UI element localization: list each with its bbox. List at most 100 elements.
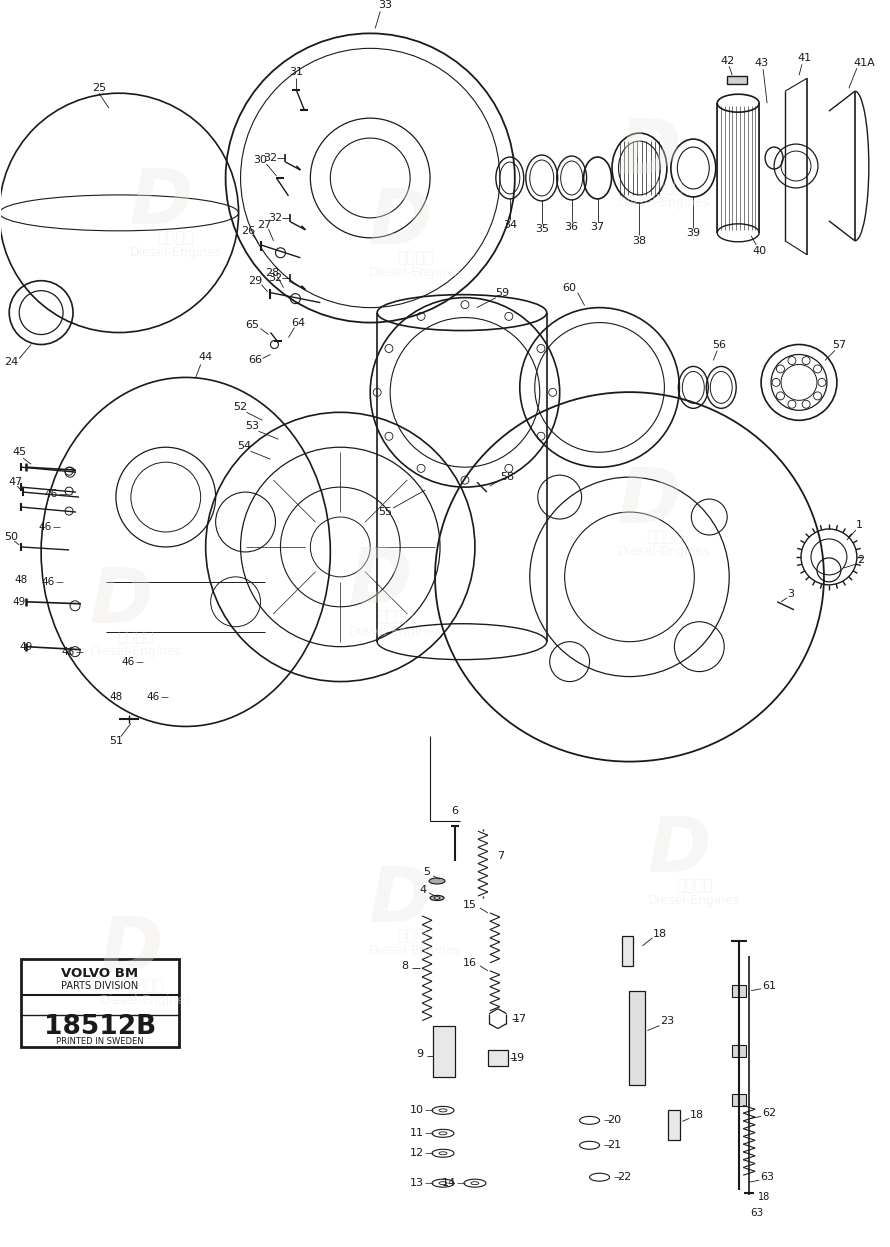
- Text: 46: 46: [61, 647, 75, 657]
- Text: 46: 46: [42, 577, 54, 587]
- Text: 紫发动力: 紫发动力: [646, 530, 683, 545]
- Text: D: D: [89, 565, 152, 638]
- Bar: [488, 1050, 508, 1065]
- Text: 26: 26: [241, 226, 255, 236]
- Text: Diesel-Engines: Diesel-Engines: [368, 266, 461, 279]
- Text: 55: 55: [378, 508, 392, 518]
- Text: 13: 13: [410, 1178, 424, 1188]
- Text: D: D: [618, 116, 681, 190]
- Text: 5: 5: [424, 867, 431, 877]
- Text: D: D: [618, 465, 681, 539]
- Text: D: D: [368, 864, 432, 938]
- Ellipse shape: [430, 895, 444, 900]
- Text: 49: 49: [20, 642, 33, 652]
- Ellipse shape: [434, 897, 440, 899]
- Bar: [629, 990, 645, 1085]
- Text: 18512B: 18512B: [44, 1014, 156, 1040]
- Text: 46: 46: [146, 692, 159, 702]
- Text: 7: 7: [498, 852, 505, 862]
- Text: 18: 18: [652, 929, 667, 939]
- Text: 42: 42: [720, 56, 734, 66]
- Text: 紫发动力: 紫发动力: [397, 928, 433, 944]
- Text: 2: 2: [857, 555, 864, 565]
- Text: D: D: [349, 545, 412, 619]
- Text: 57: 57: [832, 339, 846, 349]
- Text: 37: 37: [590, 222, 604, 232]
- Text: 22: 22: [618, 1172, 632, 1182]
- Text: 29: 29: [248, 276, 263, 286]
- Ellipse shape: [439, 1109, 447, 1112]
- Text: 30: 30: [254, 155, 268, 165]
- Text: 53: 53: [246, 421, 260, 431]
- Text: D: D: [368, 186, 432, 259]
- Text: 66: 66: [248, 355, 263, 365]
- Text: Diesel-Engines: Diesel-Engines: [130, 246, 222, 259]
- Text: 63: 63: [750, 1208, 764, 1218]
- Text: 41: 41: [798, 54, 812, 64]
- Text: 23: 23: [660, 1015, 675, 1025]
- Text: 紫发动力: 紫发动力: [397, 251, 433, 266]
- Text: D: D: [129, 166, 192, 239]
- Text: 52: 52: [233, 403, 247, 413]
- Text: 62: 62: [762, 1109, 776, 1119]
- Text: 46: 46: [121, 657, 134, 667]
- Text: 17: 17: [513, 1014, 527, 1024]
- Text: 10: 10: [410, 1105, 424, 1115]
- Text: 61: 61: [762, 980, 776, 990]
- Text: 43: 43: [754, 59, 768, 69]
- Text: 40: 40: [752, 246, 766, 256]
- Text: 47: 47: [8, 478, 22, 488]
- Text: 64: 64: [291, 318, 305, 328]
- Text: 紫发动力: 紫发动力: [376, 610, 413, 625]
- Text: 11: 11: [410, 1129, 424, 1139]
- Text: 32: 32: [269, 273, 282, 283]
- Text: Diesel-Engines: Diesel-Engines: [619, 545, 710, 559]
- Text: 27: 27: [257, 219, 271, 229]
- Text: 4: 4: [419, 885, 426, 895]
- Text: 紫发动力: 紫发动力: [676, 878, 713, 894]
- Text: 12: 12: [410, 1148, 425, 1158]
- Text: Diesel-Engines: Diesel-Engines: [619, 197, 710, 209]
- Text: 51: 51: [109, 737, 123, 747]
- Text: Diesel-Engines: Diesel-Engines: [648, 894, 740, 908]
- Text: 25: 25: [92, 84, 106, 94]
- Text: 21: 21: [608, 1140, 621, 1150]
- Text: Diesel-Engines: Diesel-Engines: [368, 944, 461, 958]
- Text: 24: 24: [4, 358, 19, 368]
- Text: 60: 60: [562, 283, 577, 293]
- Text: 48: 48: [14, 575, 28, 585]
- Text: 36: 36: [564, 222, 578, 232]
- Text: 18: 18: [691, 1110, 704, 1120]
- Text: 35: 35: [535, 223, 549, 234]
- Text: 32: 32: [263, 153, 278, 163]
- Text: 56: 56: [712, 339, 726, 349]
- Text: Diesel-Engines: Diesel-Engines: [90, 645, 182, 658]
- Text: 3: 3: [788, 589, 795, 599]
- Ellipse shape: [429, 878, 445, 884]
- Text: D: D: [99, 914, 163, 988]
- Bar: [732, 1045, 746, 1056]
- Text: 8: 8: [401, 960, 409, 970]
- Text: 9: 9: [417, 1049, 424, 1059]
- Text: PARTS DIVISION: PARTS DIVISION: [61, 980, 139, 990]
- Text: 41A: 41A: [853, 59, 875, 69]
- Text: 1: 1: [855, 520, 862, 530]
- Text: Diesel-Engines: Diesel-Engines: [349, 625, 441, 638]
- Text: 44: 44: [198, 353, 213, 363]
- Text: 6: 6: [451, 807, 458, 817]
- Text: 19: 19: [511, 1052, 525, 1062]
- Text: 59: 59: [495, 288, 509, 298]
- Text: 16: 16: [463, 958, 477, 968]
- Text: 32: 32: [269, 213, 282, 223]
- Text: 50: 50: [4, 532, 18, 542]
- Text: 20: 20: [608, 1115, 621, 1125]
- Text: 65: 65: [246, 319, 260, 329]
- Text: 39: 39: [686, 228, 700, 238]
- Text: 46: 46: [38, 522, 52, 532]
- Ellipse shape: [471, 1182, 479, 1185]
- Text: 紫发动力: 紫发动力: [127, 978, 164, 993]
- Ellipse shape: [439, 1152, 447, 1155]
- Text: 33: 33: [378, 0, 392, 10]
- Bar: [727, 76, 748, 85]
- Ellipse shape: [439, 1182, 447, 1185]
